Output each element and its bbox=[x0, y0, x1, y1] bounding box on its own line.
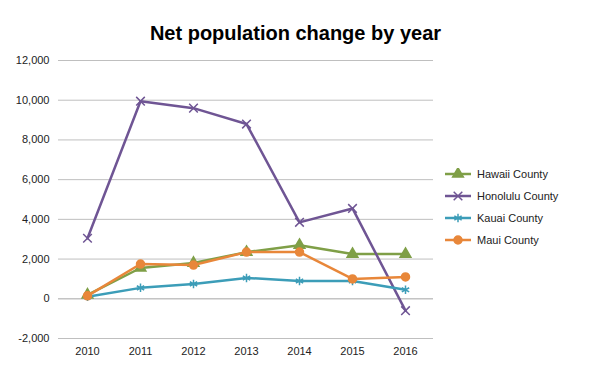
svg-text:2010: 2010 bbox=[75, 345, 99, 357]
svg-text:6,000: 6,000 bbox=[22, 173, 50, 185]
svg-text:12,000: 12,000 bbox=[16, 54, 50, 66]
svg-text:2,000: 2,000 bbox=[22, 253, 50, 265]
svg-text:4,000: 4,000 bbox=[22, 213, 50, 225]
svg-text:2012: 2012 bbox=[181, 345, 205, 357]
svg-text:2016: 2016 bbox=[393, 345, 417, 357]
svg-text:2015: 2015 bbox=[340, 345, 364, 357]
svg-text:2013: 2013 bbox=[234, 345, 258, 357]
svg-text:-2,000: -2,000 bbox=[18, 332, 49, 344]
html-text:Hawaii County: Hawaii County bbox=[477, 168, 548, 180]
svg-text:10,000: 10,000 bbox=[16, 94, 50, 106]
svg-text:2014: 2014 bbox=[287, 345, 311, 357]
svg-text:0: 0 bbox=[43, 292, 49, 304]
svg-text:2011: 2011 bbox=[129, 345, 153, 357]
html-text:Net population change by year: Net population change by year bbox=[149, 22, 442, 44]
html-text:Maui County: Maui County bbox=[477, 234, 539, 246]
html-text:Kauai County: Kauai County bbox=[477, 212, 543, 224]
svg-text:8,000: 8,000 bbox=[22, 133, 50, 145]
html-text:Honolulu County: Honolulu County bbox=[477, 190, 559, 202]
